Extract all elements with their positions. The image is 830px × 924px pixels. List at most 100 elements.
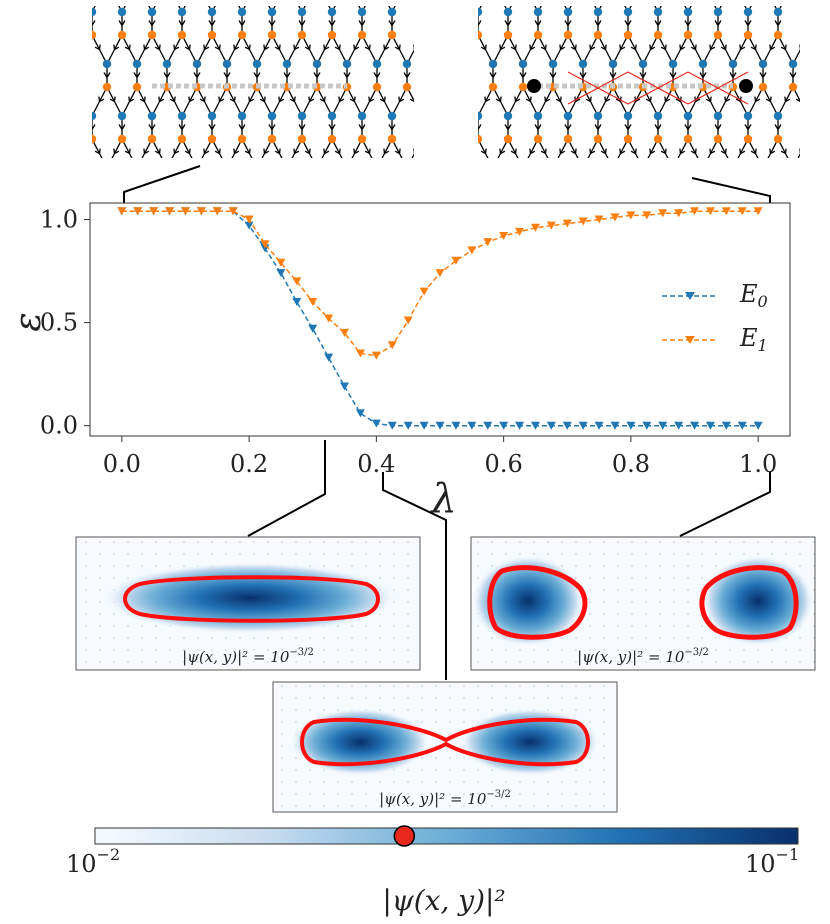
data-point [705,207,715,216]
colorbar-max-exp: −1 [776,845,800,864]
x-tick-label: 0.4 [357,450,395,478]
colorbar-gradient [94,827,799,845]
panel-right-caption: |ψ(x, y)|² = 10 [577,648,685,666]
svg-text:10−1: 10−1 [745,845,799,878]
panel-right-exp: −3/2 [684,647,708,658]
density-blob-right [702,555,814,647]
density-contour [300,717,590,767]
data-point [499,231,509,240]
data-point [515,227,525,236]
data-point [530,223,540,232]
panel-left-exp: −3/2 [289,647,313,658]
data-point [419,421,429,430]
density-blob [102,562,398,634]
data-point [308,297,318,306]
data-point [451,256,461,265]
data-point [690,207,700,216]
data-point [324,353,334,362]
density-blob-left [472,555,584,647]
data-point [355,409,365,418]
data-point [562,219,572,228]
data-point [133,207,143,216]
data-point [546,221,556,230]
colorbar-marker [393,825,416,847]
data-point [610,213,620,222]
data-point [149,207,159,216]
legend-e1-sub: 1 [758,336,768,355]
data-point [308,324,318,333]
data-point [674,421,684,430]
data-point [451,421,461,430]
data-point [228,207,238,216]
legend-e1-main: E [739,324,758,352]
connector-panel-left [247,440,326,537]
data-point [578,217,588,226]
data-point [642,421,652,430]
data-point [626,421,636,430]
data-point [371,419,381,428]
data-point [690,421,700,430]
density-panel-middle: |ψ(x, y)|² = 10−3/2 [272,681,618,813]
colorbar-max-base: 10 [745,850,776,878]
x-tick-label: 1.0 [739,450,777,478]
data-point [562,421,572,430]
data-point [355,349,365,358]
data-point [340,382,350,391]
data-point [419,287,429,296]
connector-left-lattice [123,165,201,208]
plot-area [89,202,791,437]
colorbar-min-base: 10 [66,850,97,878]
data-point [499,421,509,430]
connector-panel-middle [382,472,447,680]
legend-entry-e1: E1 [662,324,768,355]
colorbar-min-exp: −2 [97,845,121,864]
data-point [387,341,397,350]
data-point [276,269,286,278]
data-point [594,215,604,224]
y-axis-label: ε [8,312,49,331]
data-point [753,207,763,216]
series-layer [117,207,763,430]
data-point [483,238,493,247]
data-point [546,421,556,430]
data-point [515,421,525,430]
data-point [467,421,477,430]
data-point [244,221,254,230]
data-point [196,207,206,216]
data-point [244,215,254,224]
panel-middle-exp: −3/2 [486,789,510,800]
density-contour [123,575,380,623]
svg-text:|ψ(x, y)|² = 10−3/2: |ψ(x, y)|² = 10−3/2 [182,647,314,666]
data-point [658,209,668,218]
colorbar: 10−2 10−1 |ψ(x, y)|² [66,825,799,917]
x-tick-label: 0.6 [485,450,523,478]
lattice-inset-left [92,6,414,158]
axis-ticks: 0.0 0.2 0.4 0.6 0.8 1.0 0.0 0.5 1.0 [40,205,777,478]
data-point [753,421,763,430]
data-point [467,246,477,255]
svg-text:|ψ(x, y)|² = 10−3/2: |ψ(x, y)|² = 10−3/2 [379,789,511,808]
data-point [721,207,731,216]
data-point [260,240,270,249]
data-point [276,258,286,267]
data-point [117,207,127,216]
density-contour-right [699,565,799,640]
data-point [180,207,190,216]
density-panel-right: |ψ(x, y)|² = 10−3/2 [470,536,816,671]
data-point [610,421,620,430]
x-tick-label: 0.2 [230,450,268,478]
legend: E0 E1 [662,280,768,355]
data-point [483,421,493,430]
svg-text:E0: E0 [739,280,768,311]
data-point [594,421,604,430]
data-point [403,316,413,325]
data-point [403,421,413,430]
series-e1 [117,207,763,360]
y-tick-label: 1.0 [40,205,78,233]
data-point [435,421,445,430]
data-point [324,314,334,323]
data-point [435,269,445,278]
x-tick-label: 0.0 [103,450,141,478]
svg-text:E1: E1 [739,324,768,355]
data-point [721,421,731,430]
